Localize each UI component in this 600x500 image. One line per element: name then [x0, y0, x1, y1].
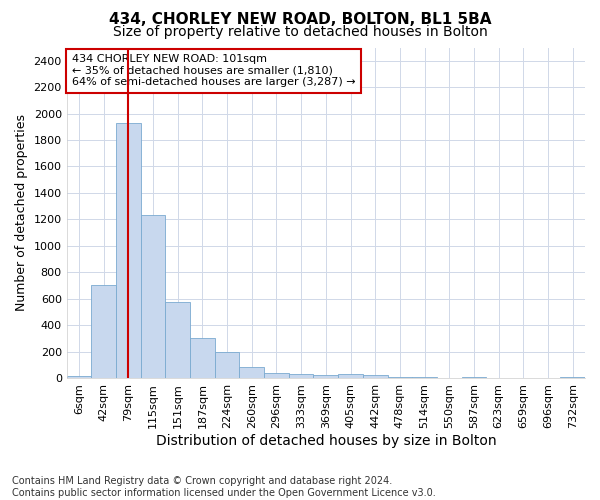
Text: 434 CHORLEY NEW ROAD: 101sqm
← 35% of detached houses are smaller (1,810)
64% of: 434 CHORLEY NEW ROAD: 101sqm ← 35% of de… [72, 54, 355, 88]
Y-axis label: Number of detached properties: Number of detached properties [15, 114, 28, 311]
Bar [264, 372, 289, 378]
Bar [289, 374, 313, 378]
Text: 434, CHORLEY NEW ROAD, BOLTON, BL1 5BA: 434, CHORLEY NEW ROAD, BOLTON, BL1 5BA [109, 12, 491, 28]
Bar [388, 376, 412, 378]
Bar [141, 216, 166, 378]
Bar [239, 368, 264, 378]
Text: Contains HM Land Registry data © Crown copyright and database right 2024.
Contai: Contains HM Land Registry data © Crown c… [12, 476, 436, 498]
Bar [67, 376, 91, 378]
Text: Size of property relative to detached houses in Bolton: Size of property relative to detached ho… [113, 25, 487, 39]
Bar [215, 352, 239, 378]
Bar [363, 376, 388, 378]
Bar [190, 338, 215, 378]
Bar [116, 123, 141, 378]
Bar [338, 374, 363, 378]
X-axis label: Distribution of detached houses by size in Bolton: Distribution of detached houses by size … [155, 434, 496, 448]
Bar [91, 286, 116, 378]
Bar [313, 374, 338, 378]
Bar [166, 302, 190, 378]
